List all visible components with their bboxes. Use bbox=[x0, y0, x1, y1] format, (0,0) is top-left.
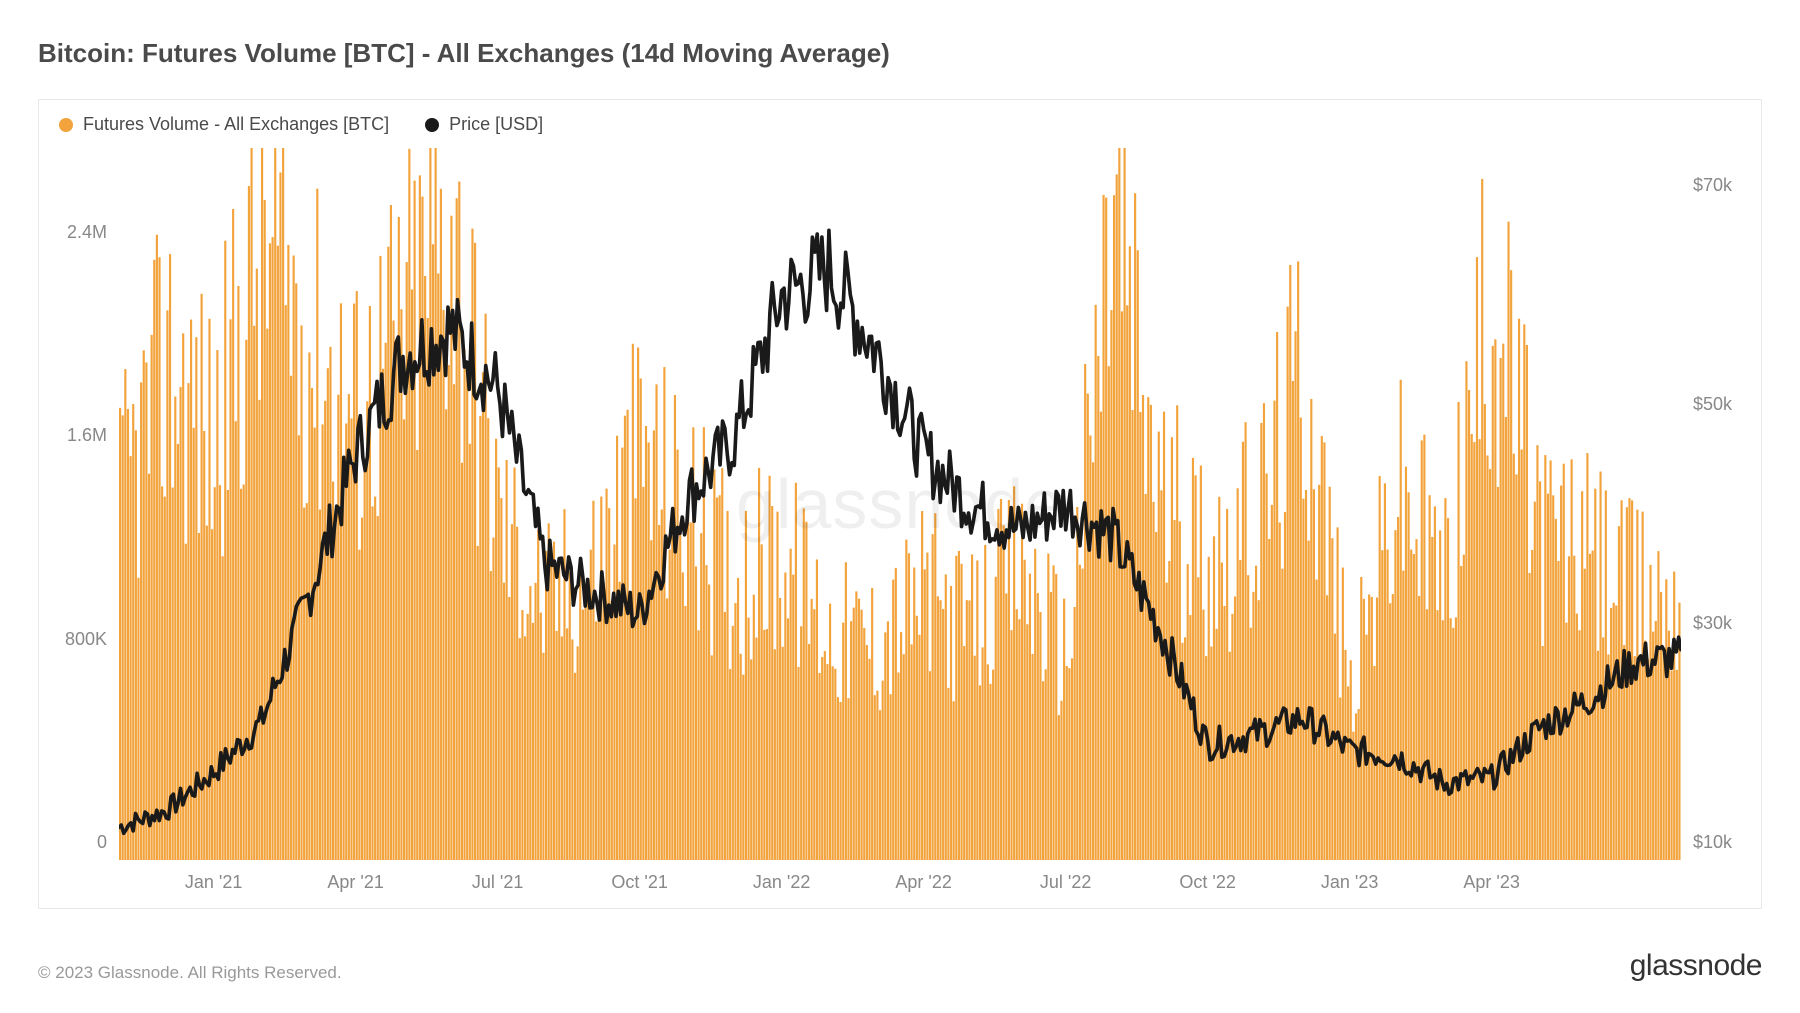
y-right-tick: $30k bbox=[1681, 614, 1761, 632]
x-tick: Oct '22 bbox=[1179, 872, 1235, 893]
chart-title: Bitcoin: Futures Volume [BTC] - All Exch… bbox=[38, 38, 1762, 69]
x-tick: Jul '21 bbox=[472, 872, 523, 893]
page-container: Bitcoin: Futures Volume [BTC] - All Exch… bbox=[0, 0, 1800, 1013]
legend-item-price: Price [USD] bbox=[425, 114, 543, 135]
copyright: © 2023 Glassnode. All Rights Reserved. bbox=[38, 963, 342, 983]
y-right-tick: $70k bbox=[1681, 176, 1761, 194]
bar-series bbox=[119, 148, 1681, 860]
x-tick: Apr '23 bbox=[1463, 872, 1519, 893]
chart-svg bbox=[119, 148, 1681, 860]
x-tick: Jan '22 bbox=[753, 872, 810, 893]
y-left-tick: 1.6M bbox=[39, 426, 119, 444]
x-axis: Jan '21 Apr '21 Jul '21 Oct '21 Jan '22 Apr '… bbox=[119, 860, 1681, 908]
legend-label-price: Price [USD] bbox=[449, 114, 543, 135]
y-left-tick: 0 bbox=[39, 833, 119, 851]
y-axis-left: 0 800K 1.6M 2.4M bbox=[39, 148, 119, 860]
chart-area: Futures Volume - All Exchanges [BTC] Pri… bbox=[38, 99, 1762, 909]
y-left-tick: 2.4M bbox=[39, 223, 119, 241]
x-tick: Jan '21 bbox=[185, 872, 242, 893]
brand-logo: glassnode bbox=[1630, 949, 1762, 983]
x-tick: Apr '21 bbox=[327, 872, 383, 893]
legend-item-volume: Futures Volume - All Exchanges [BTC] bbox=[59, 114, 389, 135]
legend-swatch-volume bbox=[59, 118, 73, 132]
y-right-tick: $10k bbox=[1681, 833, 1761, 851]
footer: © 2023 Glassnode. All Rights Reserved. g… bbox=[38, 949, 1762, 983]
plot-area: glassnode bbox=[119, 148, 1681, 860]
legend-swatch-price bbox=[425, 118, 439, 132]
legend-label-volume: Futures Volume - All Exchanges [BTC] bbox=[83, 114, 389, 135]
x-tick: Jan '23 bbox=[1321, 872, 1378, 893]
y-left-tick: 800K bbox=[39, 630, 119, 648]
y-axis-right: $10k $30k $50k $70k bbox=[1681, 148, 1761, 860]
x-tick: Apr '22 bbox=[895, 872, 951, 893]
y-right-tick: $50k bbox=[1681, 395, 1761, 413]
x-tick: Oct '21 bbox=[611, 872, 667, 893]
legend: Futures Volume - All Exchanges [BTC] Pri… bbox=[59, 114, 543, 135]
x-tick: Jul '22 bbox=[1040, 872, 1091, 893]
